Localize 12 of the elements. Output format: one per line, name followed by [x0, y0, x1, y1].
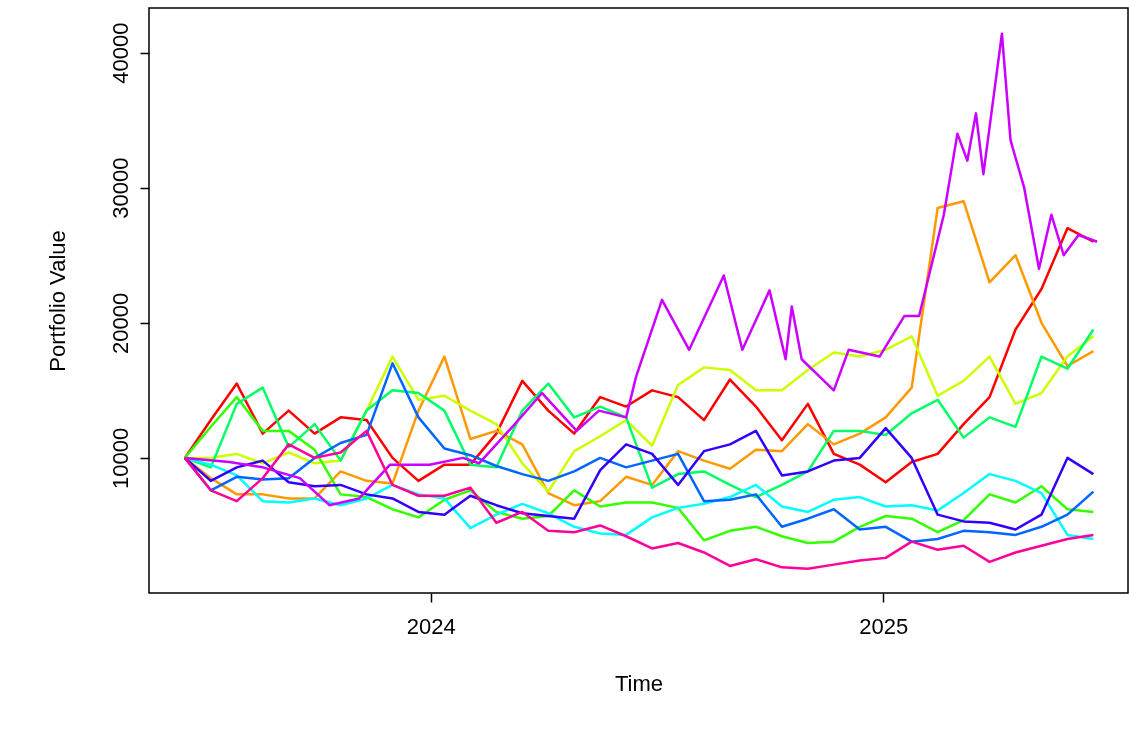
y-tick-label: 10000: [107, 427, 133, 489]
y-tick-label: 20000: [107, 292, 133, 354]
y-axis-title: Portfolio Value: [44, 230, 70, 372]
x-axis-title: Time: [614, 670, 664, 696]
line-series: [183, 226, 1095, 484]
line-series: [183, 429, 1095, 570]
y-tick-label: 40000: [107, 22, 133, 84]
line-series: [183, 32, 1099, 507]
x-tick-label: 2025: [859, 613, 909, 639]
line-series: [183, 395, 1095, 545]
y-tick-label: 30000: [107, 157, 133, 219]
x-tick-label: 2024: [406, 613, 456, 639]
